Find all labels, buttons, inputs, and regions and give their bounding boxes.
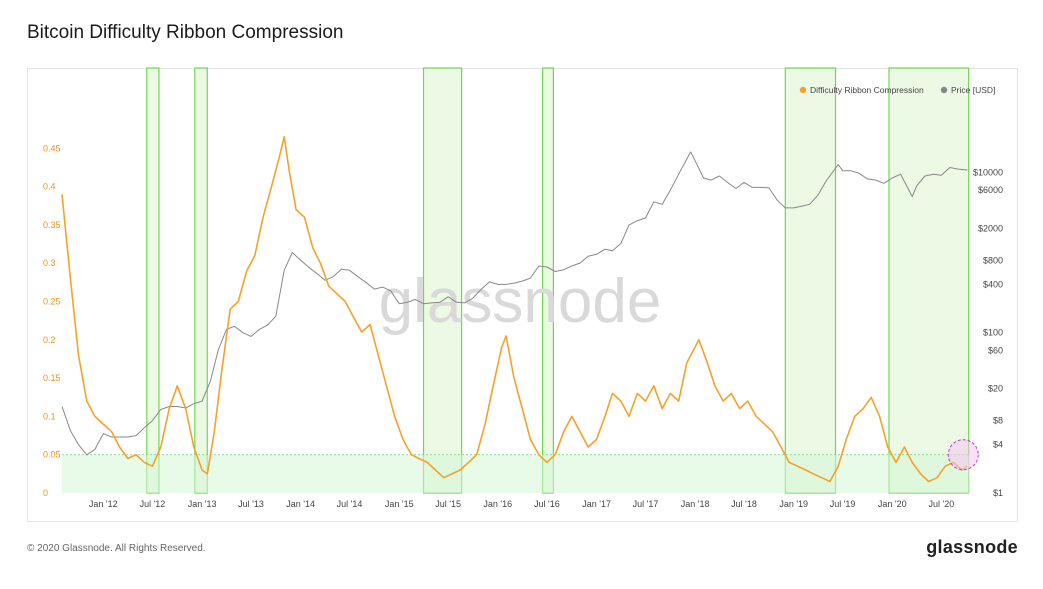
x-tick-label: Jul '15	[435, 499, 461, 509]
right-tick-label: $400	[983, 279, 1003, 289]
right-axis-ticks: $1 $4 $8 $20 $60 $100 $400 $800 $2000 $6000 $10000	[973, 167, 1003, 498]
x-tick-label: Jan '14	[286, 499, 315, 509]
right-tick-label: $20	[988, 384, 1003, 394]
highlight-band-2	[194, 67, 208, 494]
left-tick-label: 0.15	[43, 373, 61, 383]
chart-frame	[27, 68, 1018, 522]
series-lines	[61, 136, 968, 483]
x-tick-label: Jul '17	[633, 499, 659, 509]
right-tick-label: $60	[988, 345, 1003, 355]
x-tick-label: Jul '13	[238, 499, 264, 509]
right-tick-label: $2000	[978, 223, 1003, 233]
legend-marker-price-usd	[940, 86, 948, 94]
annotation-group	[947, 439, 979, 471]
x-tick-label: Jul '20	[929, 499, 955, 509]
x-tick-label: Jan '18	[681, 499, 710, 509]
x-tick-label: Jul '16	[534, 499, 560, 509]
highlight-band-5	[784, 67, 837, 494]
x-tick-label: Jul '14	[337, 499, 363, 509]
x-tick-label: Jan '16	[483, 499, 512, 509]
left-tick-label: 0	[43, 488, 48, 498]
x-tick-label: Jan '13	[188, 499, 217, 509]
highlight-band-1	[146, 67, 160, 494]
x-tick-label: Jan '17	[582, 499, 611, 509]
legend-label-difficulty-ribbon-compression: Difficulty Ribbon Compression	[810, 85, 924, 95]
legend[interactable]: Difficulty Ribbon Compression Price [USD]	[799, 85, 996, 95]
x-axis-ticks: Jan '12 Jul '12 Jan '13 Jul '13 Jan '14 Jul '…	[89, 499, 954, 509]
right-tick-label: $100	[983, 328, 1003, 338]
legend-marker-difficulty-ribbon-compression	[799, 86, 807, 94]
threshold-band	[62, 454, 970, 493]
highlight-band-6	[888, 67, 970, 494]
right-tick-label: $8	[993, 416, 1003, 426]
left-axis-ticks: 0 0.05 0.1 0.15 0.2 0.25 0.3 0.35 0.4 0.45	[43, 143, 61, 498]
series-line-price-usd	[61, 151, 968, 456]
right-tick-label: $1	[993, 488, 1003, 498]
x-tick-label: Jul '18	[731, 499, 757, 509]
watermark: glassnode	[379, 267, 662, 336]
right-tick-label: $6000	[978, 185, 1003, 195]
footer-logo[interactable]: glassnode	[926, 537, 1018, 557]
x-tick-label: Jul '19	[830, 499, 856, 509]
x-tick-label: Jan '20	[878, 499, 907, 509]
left-tick-label: 0.45	[43, 143, 61, 153]
left-tick-label: 0.3	[43, 258, 56, 268]
threshold-band-group	[62, 454, 970, 493]
series-line-difficulty-ribbon-compression	[61, 136, 968, 483]
left-tick-label: 0.25	[43, 297, 61, 307]
right-tick-label: $800	[983, 255, 1003, 265]
left-tick-label: 0.35	[43, 220, 61, 230]
left-tick-label: 0.2	[43, 335, 56, 345]
footer-copyright: © 2020 Glassnode. All Rights Reserved.	[27, 543, 206, 554]
highlight-band-3	[422, 67, 463, 494]
left-tick-label: 0.4	[43, 182, 56, 192]
page-title: Bitcoin Difficulty Ribbon Compression	[27, 22, 344, 43]
left-tick-label: 0.1	[43, 411, 56, 421]
left-tick-label: 0.05	[43, 450, 61, 460]
right-tick-label: $4	[993, 440, 1003, 450]
x-tick-label: Jan '12	[89, 499, 118, 509]
highlight-bands	[146, 67, 970, 494]
x-tick-label: Jan '15	[385, 499, 414, 509]
x-tick-label: Jul '12	[140, 499, 166, 509]
right-tick-label: $10000	[973, 167, 1003, 177]
legend-label-price-usd: Price [USD]	[951, 85, 995, 95]
annotation-circle	[947, 439, 979, 471]
x-tick-label: Jan '19	[779, 499, 808, 509]
